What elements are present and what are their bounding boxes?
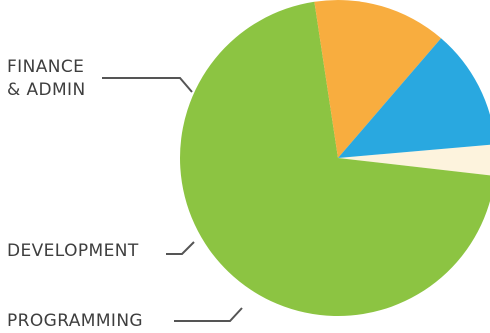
- label-development-text: DEVELOPMENT: [7, 241, 139, 261]
- label-development: DEVELOPMENT: [7, 240, 139, 263]
- label-programming-text: PROGRAMMING: [7, 311, 144, 331]
- pie-slice-programming: [180, 1, 490, 316]
- label-finance-line-1: FINANCE: [7, 57, 85, 77]
- label-finance-line-2: & ADMIN: [7, 80, 86, 100]
- leader-line-development: [166, 241, 195, 255]
- label-finance-admin: FINANCE & ADMIN: [7, 56, 86, 102]
- pie-slice-finance-admin: [338, 38, 490, 158]
- pie-slices: [180, 0, 490, 316]
- pie-slice-development: [314, 0, 442, 158]
- leader-line-finance: [102, 77, 193, 93]
- leader-lines: [102, 77, 243, 322]
- label-programming: PROGRAMMING: [7, 310, 143, 333]
- leader-line-programming: [174, 307, 243, 322]
- pie-slice-other: [338, 144, 490, 176]
